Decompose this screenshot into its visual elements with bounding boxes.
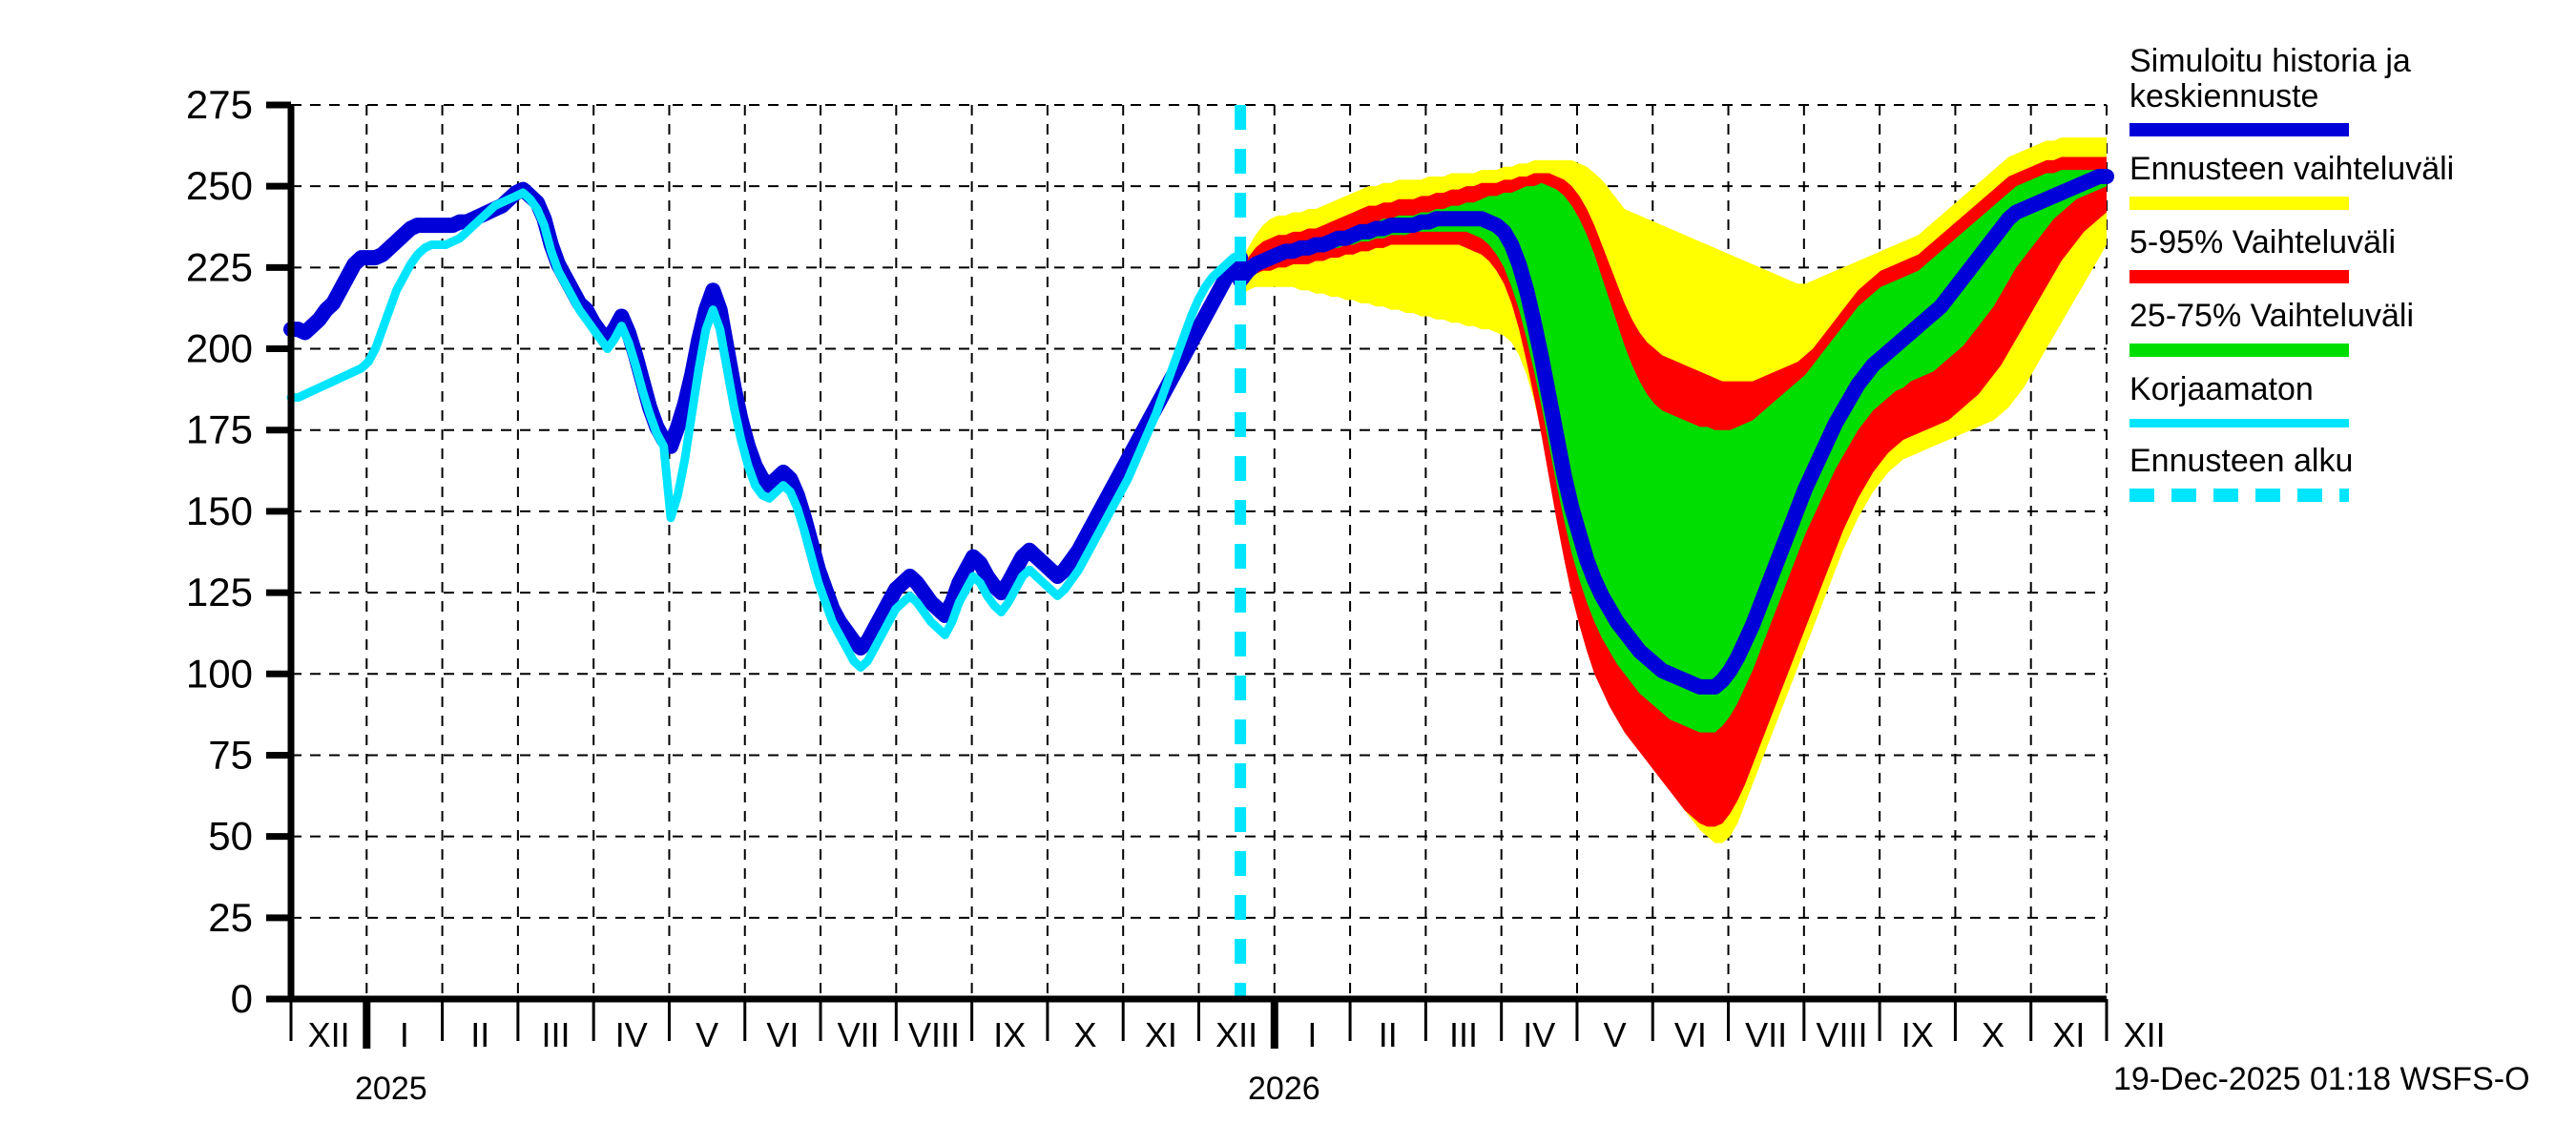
- x-tick-label: XI: [2052, 1015, 2085, 1054]
- legend-label-5-95: 5-95% Vaihteluväli: [2129, 224, 2397, 261]
- x-tick-label: VIII: [908, 1015, 960, 1054]
- legend-label-uncorrected: Korjaamaton: [2129, 370, 2314, 407]
- x-tick-label: VII: [1745, 1015, 1787, 1054]
- y-tick-label: 175: [186, 407, 253, 452]
- y-tick-label: 25: [208, 895, 253, 940]
- legend-swatch-forecast-range: [2129, 197, 2349, 211]
- x-tick-label: VIII: [1816, 1015, 1867, 1054]
- y-tick-label: 225: [186, 244, 253, 289]
- x-tick-label: X: [1982, 1015, 2005, 1054]
- legend-swatch-uncorrected: [2129, 419, 2349, 428]
- y-tick-label: 50: [208, 814, 253, 859]
- y-tick-label: 125: [186, 570, 253, 614]
- x-tick-label: XII: [1215, 1015, 1257, 1054]
- x-tick-label: X: [1074, 1015, 1097, 1054]
- y-tick-label: 75: [208, 732, 253, 777]
- x-tick-label: IX: [1901, 1015, 1934, 1054]
- legend-label-simulated-history: Simuloitu historia ja keskiennuste: [2129, 43, 2411, 114]
- x-tick-label: III: [1449, 1015, 1478, 1054]
- x-tick-label: IX: [993, 1015, 1026, 1054]
- legend-swatch-5-95: [2129, 269, 2349, 283]
- legend-swatch-forecast-start: [2129, 489, 2349, 503]
- x-tick-label: V: [696, 1015, 718, 1054]
- y-tick-label: 100: [186, 651, 253, 696]
- y-tick-label: 200: [186, 326, 253, 371]
- x-tick-label: I: [400, 1015, 409, 1054]
- y-tick-label: 250: [186, 163, 253, 208]
- y-tick-label: 150: [186, 489, 253, 533]
- x-tick-label: II: [470, 1015, 489, 1054]
- x-axis-year-2026: 2026: [1248, 1071, 1320, 1107]
- x-tick-label: XII: [308, 1015, 350, 1054]
- x-axis-year-2025: 2025: [355, 1071, 427, 1107]
- x-tick-label: II: [1379, 1015, 1398, 1054]
- x-tick-label: VII: [838, 1015, 880, 1054]
- x-tick-label: XI: [1145, 1015, 1177, 1054]
- timestamp-label: 19-Dec-2025 01:18 WSFS-O: [2113, 1061, 2530, 1097]
- x-tick-label: I: [1307, 1015, 1317, 1054]
- x-tick-label: IV: [1523, 1015, 1555, 1054]
- y-tick-label: 0: [231, 976, 253, 1021]
- legend-swatch-simulated-history: [2129, 123, 2349, 137]
- legend-label-forecast-start: Ennusteen alku: [2129, 443, 2354, 480]
- legend-label-25-75: 25-75% Vaihteluväli: [2129, 297, 2414, 334]
- x-tick-label: IV: [615, 1015, 648, 1054]
- legend-swatch-25-75: [2129, 343, 2349, 357]
- y-tick-label: 275: [186, 82, 253, 127]
- legend-label-forecast-range: Ennusteen vaihteluväli: [2129, 151, 2455, 188]
- chart-legend: Simuloitu historia ja keskiennuste Ennus…: [2129, 44, 2576, 517]
- x-tick-label: VI: [1674, 1015, 1707, 1054]
- x-tick-label: XII: [2124, 1015, 2166, 1054]
- x-tick-label: V: [1604, 1015, 1627, 1054]
- x-tick-label: VI: [766, 1015, 799, 1054]
- x-tick-label: III: [542, 1015, 571, 1054]
